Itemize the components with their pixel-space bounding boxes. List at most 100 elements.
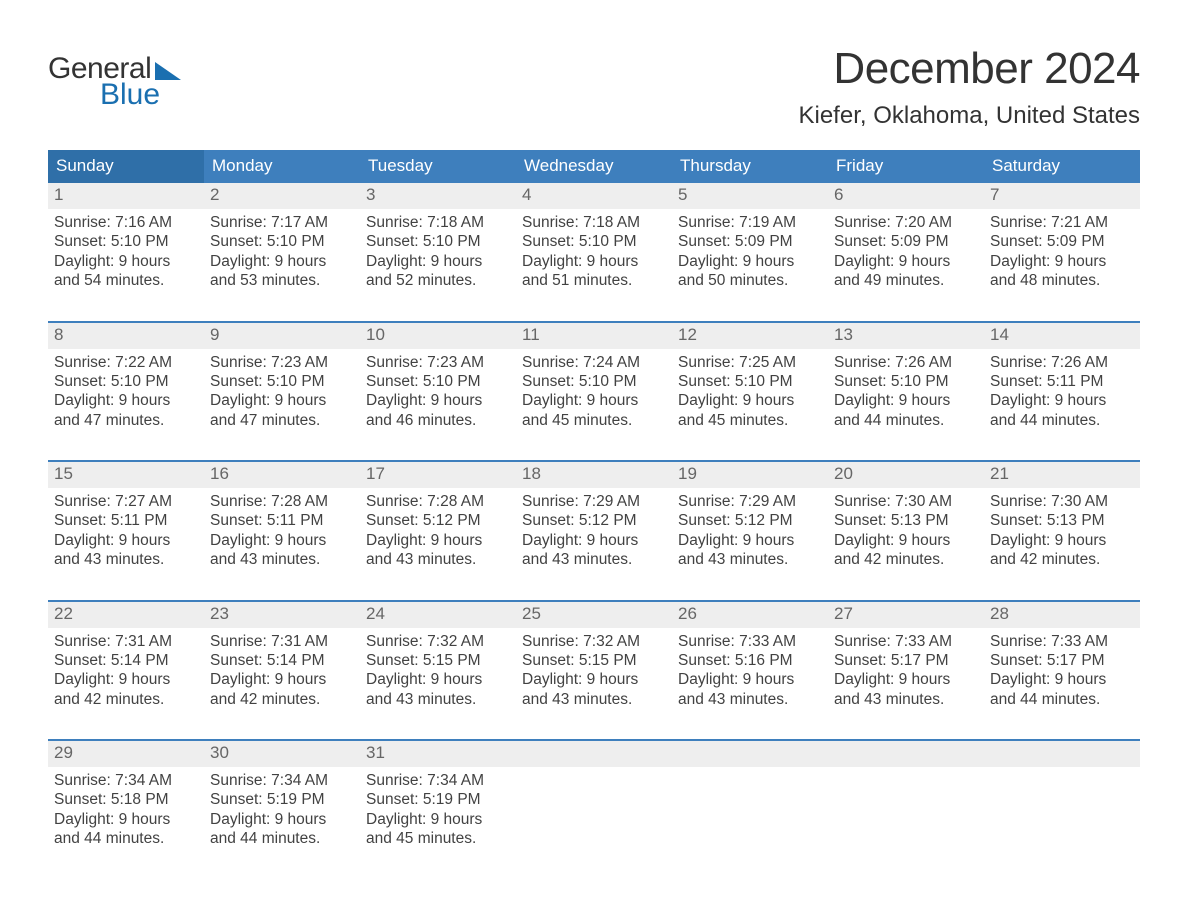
day-cell: Sunrise: 7:33 AMSunset: 5:16 PMDaylight:…: [672, 628, 828, 741]
daylight-line1: Daylight: 9 hours: [366, 391, 510, 410]
daylight-line2: and 42 minutes.: [990, 550, 1134, 569]
sunset-line: Sunset: 5:09 PM: [990, 232, 1134, 251]
sunrise-line: Sunrise: 7:23 AM: [366, 353, 510, 372]
day-number: 20: [828, 462, 984, 488]
sunrise-line: Sunrise: 7:22 AM: [54, 353, 198, 372]
sunset-line: Sunset: 5:10 PM: [366, 232, 510, 251]
day-number: [516, 741, 672, 767]
sunrise-line: Sunrise: 7:16 AM: [54, 213, 198, 232]
daylight-line2: and 48 minutes.: [990, 271, 1134, 290]
daylight-line2: and 44 minutes.: [990, 411, 1134, 430]
daylight-line1: Daylight: 9 hours: [522, 531, 666, 550]
day-cell: [516, 767, 672, 879]
day-number: 17: [360, 462, 516, 488]
daylight-line2: and 43 minutes.: [834, 690, 978, 709]
calendar-table: Sunday Monday Tuesday Wednesday Thursday…: [48, 150, 1140, 879]
day-number: 26: [672, 602, 828, 628]
daylight-line1: Daylight: 9 hours: [54, 810, 198, 829]
day-number: 3: [360, 183, 516, 209]
day-cell: Sunrise: 7:30 AMSunset: 5:13 PMDaylight:…: [828, 488, 984, 601]
day-number: 11: [516, 323, 672, 349]
day-cell: Sunrise: 7:28 AMSunset: 5:12 PMDaylight:…: [360, 488, 516, 601]
sunrise-line: Sunrise: 7:27 AM: [54, 492, 198, 511]
day-header: Friday: [828, 150, 984, 183]
sunset-line: Sunset: 5:19 PM: [366, 790, 510, 809]
day-cell: Sunrise: 7:16 AMSunset: 5:10 PMDaylight:…: [48, 209, 204, 322]
daylight-line1: Daylight: 9 hours: [366, 810, 510, 829]
sunrise-line: Sunrise: 7:26 AM: [990, 353, 1134, 372]
day-number: 24: [360, 602, 516, 628]
sunset-line: Sunset: 5:10 PM: [54, 232, 198, 251]
daylight-line1: Daylight: 9 hours: [366, 252, 510, 271]
daylight-line2: and 43 minutes.: [366, 690, 510, 709]
daylight-line1: Daylight: 9 hours: [366, 670, 510, 689]
sunset-line: Sunset: 5:10 PM: [522, 232, 666, 251]
day-cell: [828, 767, 984, 879]
daylight-line1: Daylight: 9 hours: [210, 531, 354, 550]
daylight-line2: and 51 minutes.: [522, 271, 666, 290]
sunset-line: Sunset: 5:14 PM: [54, 651, 198, 670]
day-cell: Sunrise: 7:19 AMSunset: 5:09 PMDaylight:…: [672, 209, 828, 322]
day-number: 25: [516, 602, 672, 628]
day-number: 29: [48, 741, 204, 767]
sunset-line: Sunset: 5:13 PM: [990, 511, 1134, 530]
daylight-line1: Daylight: 9 hours: [990, 670, 1134, 689]
sunrise-line: Sunrise: 7:29 AM: [678, 492, 822, 511]
sunrise-line: Sunrise: 7:31 AM: [210, 632, 354, 651]
title-block: December 2024 Kiefer, Oklahoma, United S…: [798, 44, 1140, 144]
day-header: Thursday: [672, 150, 828, 183]
daylight-line2: and 43 minutes.: [678, 550, 822, 569]
sunset-line: Sunset: 5:10 PM: [366, 372, 510, 391]
daylight-line2: and 45 minutes.: [522, 411, 666, 430]
daylight-line2: and 45 minutes.: [366, 829, 510, 848]
daylight-line1: Daylight: 9 hours: [210, 252, 354, 271]
day-cell: Sunrise: 7:27 AMSunset: 5:11 PMDaylight:…: [48, 488, 204, 601]
day-number: 6: [828, 183, 984, 209]
day-number: 1: [48, 183, 204, 209]
daylight-line2: and 42 minutes.: [834, 550, 978, 569]
day-cell: Sunrise: 7:24 AMSunset: 5:10 PMDaylight:…: [516, 349, 672, 462]
sunset-line: Sunset: 5:10 PM: [522, 372, 666, 391]
sunset-line: Sunset: 5:10 PM: [210, 372, 354, 391]
sunset-line: Sunset: 5:09 PM: [834, 232, 978, 251]
sunrise-line: Sunrise: 7:19 AM: [678, 213, 822, 232]
sunset-line: Sunset: 5:10 PM: [678, 372, 822, 391]
day-cell: [672, 767, 828, 879]
daylight-line2: and 43 minutes.: [678, 690, 822, 709]
daylight-line1: Daylight: 9 hours: [678, 670, 822, 689]
daylight-line2: and 49 minutes.: [834, 271, 978, 290]
day-cell: Sunrise: 7:25 AMSunset: 5:10 PMDaylight:…: [672, 349, 828, 462]
daylight-line2: and 44 minutes.: [54, 829, 198, 848]
daylight-line2: and 42 minutes.: [210, 690, 354, 709]
day-cell: Sunrise: 7:31 AMSunset: 5:14 PMDaylight:…: [48, 628, 204, 741]
logo: General Blue: [48, 44, 181, 110]
day-number-row: 293031: [48, 741, 1140, 767]
day-cell: Sunrise: 7:34 AMSunset: 5:19 PMDaylight:…: [204, 767, 360, 879]
day-number-row: 891011121314: [48, 323, 1140, 349]
day-cell: Sunrise: 7:20 AMSunset: 5:09 PMDaylight:…: [828, 209, 984, 322]
location: Kiefer, Oklahoma, United States: [798, 102, 1140, 130]
day-header-row: Sunday Monday Tuesday Wednesday Thursday…: [48, 150, 1140, 183]
day-cell: Sunrise: 7:17 AMSunset: 5:10 PMDaylight:…: [204, 209, 360, 322]
day-header: Monday: [204, 150, 360, 183]
sunrise-line: Sunrise: 7:32 AM: [522, 632, 666, 651]
daylight-line1: Daylight: 9 hours: [366, 531, 510, 550]
sunset-line: Sunset: 5:16 PM: [678, 651, 822, 670]
day-header: Wednesday: [516, 150, 672, 183]
sunset-line: Sunset: 5:19 PM: [210, 790, 354, 809]
daylight-line2: and 43 minutes.: [210, 550, 354, 569]
day-number-row: 22232425262728: [48, 602, 1140, 628]
daylight-line1: Daylight: 9 hours: [990, 531, 1134, 550]
sunset-line: Sunset: 5:10 PM: [54, 372, 198, 391]
day-cell: Sunrise: 7:33 AMSunset: 5:17 PMDaylight:…: [828, 628, 984, 741]
day-number: 19: [672, 462, 828, 488]
daylight-line1: Daylight: 9 hours: [834, 391, 978, 410]
daylight-line2: and 54 minutes.: [54, 271, 198, 290]
day-number: 8: [48, 323, 204, 349]
day-cell: Sunrise: 7:21 AMSunset: 5:09 PMDaylight:…: [984, 209, 1140, 322]
daylight-line1: Daylight: 9 hours: [678, 391, 822, 410]
sunrise-line: Sunrise: 7:33 AM: [678, 632, 822, 651]
sunrise-line: Sunrise: 7:25 AM: [678, 353, 822, 372]
day-cell: Sunrise: 7:23 AMSunset: 5:10 PMDaylight:…: [204, 349, 360, 462]
daylight-line1: Daylight: 9 hours: [522, 252, 666, 271]
